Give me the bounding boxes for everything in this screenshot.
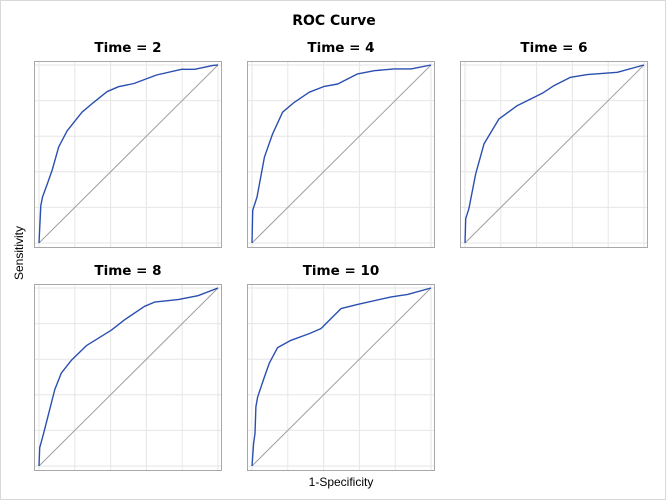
panel-5: Time = 10	[247, 263, 435, 471]
reference-diagonal-line	[38, 64, 219, 244]
roc-curve	[251, 287, 432, 467]
reference-diagonal-line	[251, 287, 432, 467]
y-axis-label: Sensitivity	[12, 226, 26, 280]
plot-frame	[34, 61, 222, 248]
panel-4: Time = 8	[34, 263, 222, 471]
x-axis-label: 1-Specificity	[309, 475, 374, 489]
panel-2: Time = 4	[247, 40, 435, 248]
panel-title: Time = 10	[303, 263, 380, 279]
panel-3: Time = 6	[460, 40, 648, 248]
reference-diagonal-line	[464, 64, 645, 244]
plot-frame	[460, 61, 648, 248]
plot-frame	[247, 61, 435, 248]
panel-title: Time = 6	[520, 40, 587, 56]
roc-curve	[251, 64, 432, 244]
plot-frame	[247, 284, 435, 471]
roc-curve	[38, 287, 219, 467]
reference-diagonal-line	[251, 64, 432, 244]
panel-title: Time = 4	[307, 40, 374, 56]
panel-title: Time = 2	[94, 40, 161, 56]
chart-title: ROC Curve	[292, 13, 376, 29]
panel-1: Time = 2	[34, 40, 222, 248]
panel-title: Time = 8	[94, 263, 161, 279]
plot-frame	[34, 284, 222, 471]
roc-curve	[38, 64, 219, 244]
roc-curve	[464, 64, 645, 244]
reference-diagonal-line	[38, 287, 219, 467]
